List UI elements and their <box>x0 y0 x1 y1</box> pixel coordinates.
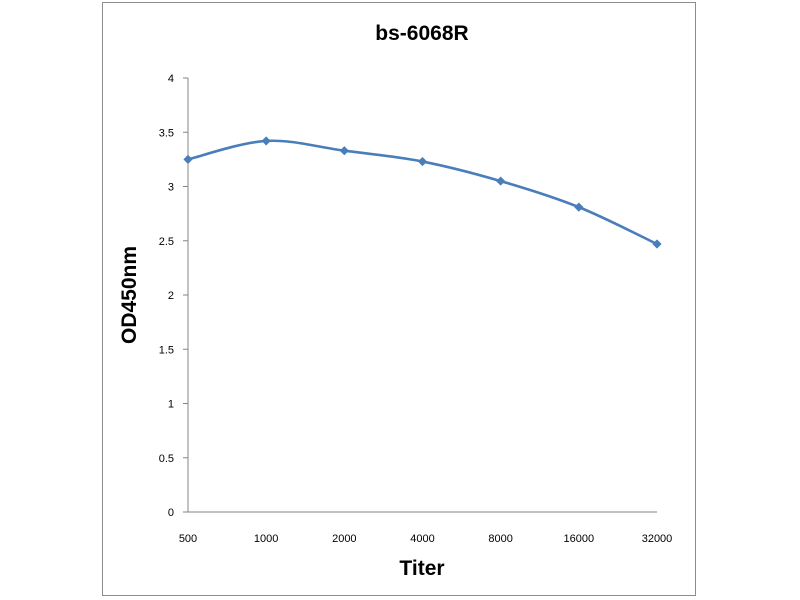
data-point-marker <box>261 136 271 146</box>
x-tick-label: 500 <box>179 533 197 545</box>
series-line <box>187 139 658 246</box>
y-tick-label: 1 <box>168 399 174 411</box>
y-tick-label: 3 <box>168 182 174 194</box>
x-tick-label: 8000 <box>488 533 512 545</box>
y-tick-label: 3.5 <box>159 127 174 139</box>
series-layer <box>183 136 662 249</box>
x-tick-label: 4000 <box>410 533 434 545</box>
y-tick-label: 4 <box>168 73 174 85</box>
y-tick-label: 2 <box>168 290 174 302</box>
data-point-marker <box>652 239 662 249</box>
x-axis-title: Titer <box>399 557 444 580</box>
data-point-marker <box>574 202 584 212</box>
data-point-marker <box>339 146 349 156</box>
y-tick-label: 2.5 <box>159 236 174 248</box>
y-axis-title: OD450nm <box>118 246 141 344</box>
x-axis-ticks: 500 1000 2000 4000 8000 16000 32000 <box>179 533 672 545</box>
x-tick-label: 1000 <box>254 533 278 545</box>
data-point-marker <box>496 176 506 186</box>
x-tick-label: 2000 <box>332 533 356 545</box>
chart-frame <box>102 2 696 596</box>
x-tick-label: 16000 <box>564 533 595 545</box>
x-tick-label: 32000 <box>642 533 673 545</box>
y-tick-label: 0 <box>168 507 174 519</box>
data-point-marker <box>183 154 193 164</box>
chart-title: bs-6068R <box>375 22 468 45</box>
y-axis-ticks: 0 0.5 1 1.5 2 2.5 3 3.5 4 <box>159 73 188 519</box>
y-tick-label: 0.5 <box>159 453 174 465</box>
y-tick-label: 1.5 <box>159 344 174 356</box>
data-point-marker <box>417 156 428 167</box>
